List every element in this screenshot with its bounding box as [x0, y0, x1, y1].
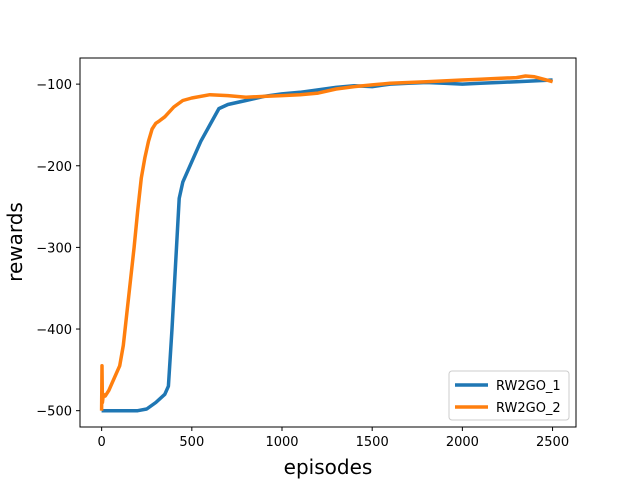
x-tick-label: 500	[179, 435, 204, 450]
x-tick-label: 0	[98, 435, 106, 450]
y-tick-label: −300	[36, 241, 72, 256]
legend-label-2: RW2GO_2	[496, 401, 561, 416]
legend-label-1: RW2GO_1	[496, 379, 561, 394]
x-tick-label: 1500	[356, 435, 389, 450]
series-line-2	[99, 74, 554, 411]
series-line-1	[101, 78, 553, 413]
y-axis-title: rewards	[3, 202, 27, 282]
legend: RW2GO_1 RW2GO_2	[448, 370, 570, 421]
x-tick-label: 2500	[536, 435, 569, 450]
plot-frame	[79, 57, 577, 428]
y-tick-label: −200	[36, 160, 72, 175]
x-tick-label: 1000	[265, 435, 298, 450]
ticks-layer: 0 500 1000 1500 2000 2500 −500 −400 −300 −200 −100	[36, 78, 569, 450]
x-axis-title: episodes	[284, 455, 373, 479]
y-tick-label: −500	[36, 405, 72, 420]
y-tick-label: −100	[36, 78, 72, 93]
x-tick-label: 2000	[446, 435, 479, 450]
series-layer	[99, 74, 554, 413]
y-tick-label: −400	[36, 323, 72, 338]
